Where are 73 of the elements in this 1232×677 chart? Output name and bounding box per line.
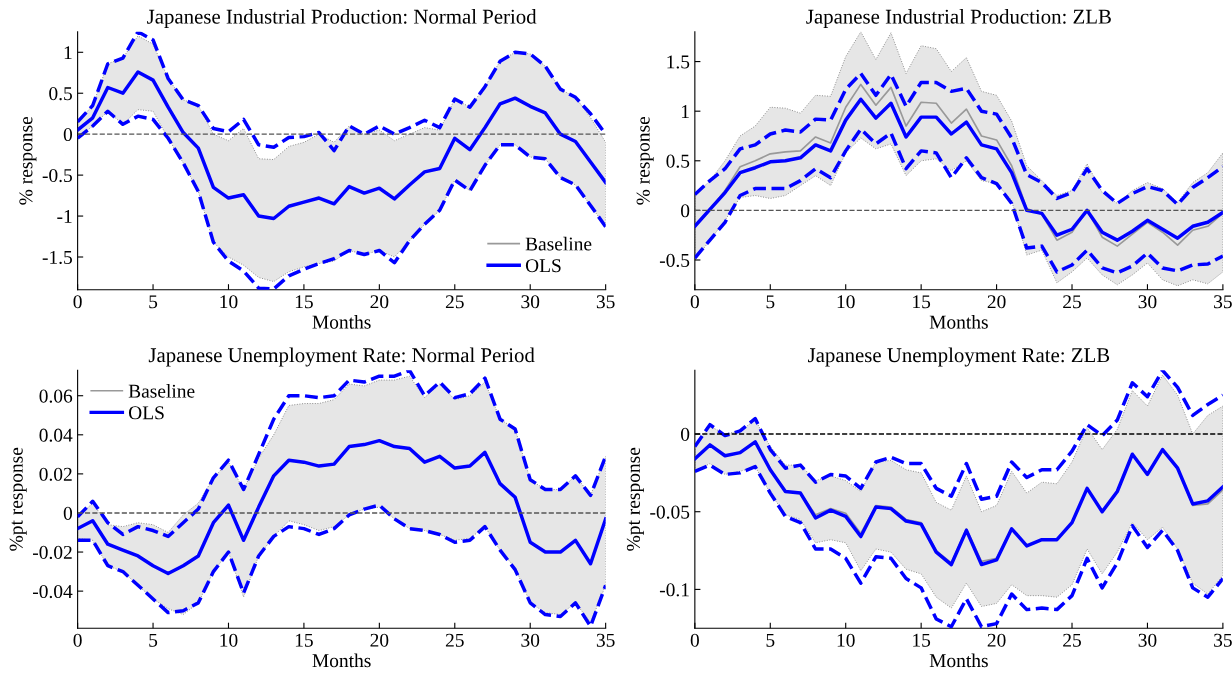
x-tick-label: 10 [837,295,855,309]
x-tick-label: 10 [220,633,238,647]
x-tick-label: 5 [149,295,158,309]
x-tick-label: 30 [521,633,540,647]
y-tick-label: 1.5 [667,55,690,69]
chart-title: Japanese Industrial Production: Normal Period [147,9,537,28]
y-tick-label: 0.06 [39,389,73,403]
line-series [77,438,606,576]
x-tick-label: 20 [370,633,389,647]
chart-title: Japanese Unemployment Rate: ZLB [808,347,1110,367]
line-series [694,127,1223,275]
x-tick-label: 30 [1138,295,1157,309]
legend-label: OLS [525,259,561,273]
x-axis-title: Months [929,653,988,668]
x-tick-label: 0 [690,633,699,647]
legend-label: OLS [128,406,164,420]
x-tick-label: 20 [987,295,1006,309]
line-series [77,70,606,221]
y-axis-title: % response [636,116,654,205]
x-axis-title: Months [312,315,371,329]
x-tick-label: 5 [766,295,775,309]
y-tick-label: -0.5 [42,168,72,183]
x-tick-label: 25 [445,295,464,309]
chart-title: Japanese Unemployment Rate: Normal Period [148,347,535,367]
x-tick-label: 35 [1214,633,1232,647]
y-tick-label: -1.5 [42,250,72,265]
x-tick-label: 15 [295,633,313,647]
y-tick-label: 0 [681,204,690,218]
y-tick-label: -0.1 [659,583,689,597]
x-tick-label: 0 [690,295,699,309]
y-tick-label: 1 [681,105,689,118]
x-tick-label: 35 [1214,295,1232,309]
y-tick-label: -0.5 [659,253,690,268]
x-tick-label: 10 [220,295,238,309]
x-tick-label: 30 [1138,633,1157,647]
x-tick-label: 10 [837,633,855,647]
y-tick-label: 0.02 [39,467,72,481]
y-tick-label: -0.02 [32,545,72,560]
x-tick-label: 5 [766,633,775,647]
y-axis-title: %pt response [626,447,644,551]
y-tick-label: 1 [64,46,72,60]
legend-label: Baseline [128,384,195,398]
x-tick-label: 15 [913,295,931,309]
y-tick-label: 0 [63,127,73,142]
x-tick-label: 5 [149,633,158,647]
y-tick-label: -0.04 [32,584,73,599]
chart-title: Japanese Industrial Production: ZLB [806,9,1111,28]
x-axis-title: Months [312,653,371,668]
x-tick-label: 35 [596,295,615,309]
x-axis-title: Months [929,315,988,329]
x-tick-label: 25 [1063,295,1081,309]
y-tick-label: 0.5 [49,87,72,101]
x-tick-label: 0 [73,295,82,309]
x-tick-label: 15 [295,295,313,309]
line-series [77,31,606,153]
y-tick-label: 0 [63,506,73,520]
y-tick-label: 0.04 [39,428,73,442]
x-tick-label: 25 [1063,633,1081,647]
x-tick-label: 15 [913,633,931,647]
x-tick-label: 35 [596,633,615,647]
y-axis-title: %pt response [9,447,27,551]
x-tick-label: 20 [370,295,389,309]
y-tick-label: 0 [681,427,690,441]
legend-label: Baseline [525,236,592,251]
y-tick-label: -0.05 [650,505,690,519]
y-tick-label: 0.5 [666,154,690,168]
y-axis-title: % response [19,116,37,205]
x-tick-label: 0 [73,633,82,647]
y-tick-label: -1 [57,209,72,223]
line-series [77,370,606,539]
x-tick-label: 30 [521,295,540,309]
x-tick-label: 20 [987,633,1006,647]
x-tick-label: 25 [445,633,464,647]
